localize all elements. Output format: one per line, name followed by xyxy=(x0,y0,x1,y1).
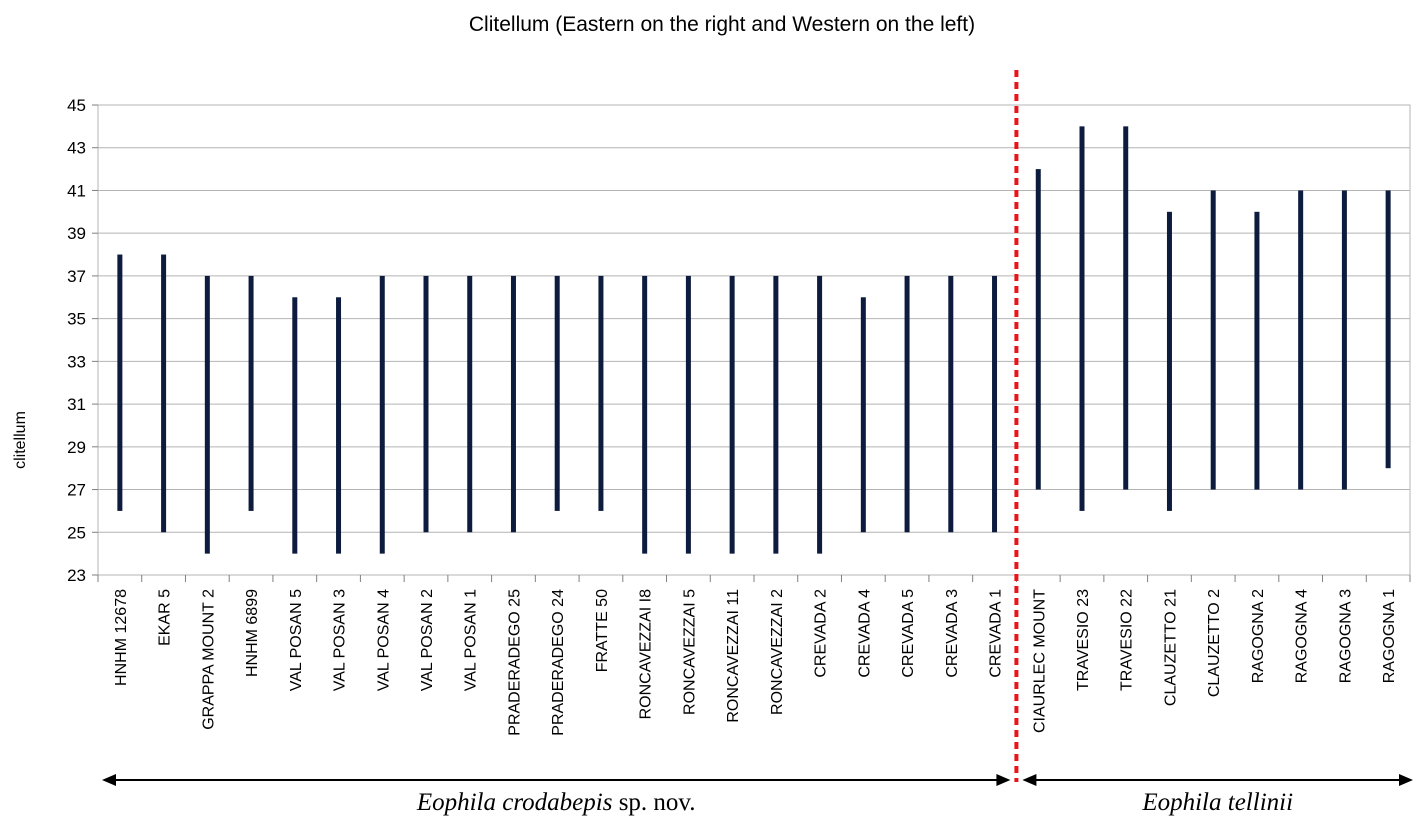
arrow-left-head-icon xyxy=(102,774,116,786)
x-tick-label: CREVADA 3 xyxy=(944,589,961,678)
x-tick-label: TRAVESIO 23 xyxy=(1075,589,1092,691)
range-bar xyxy=(905,276,910,532)
group-crodabepis: Eophila crodabepis sp. nov. xyxy=(102,774,1010,816)
x-tick-labels: HNHM 12678 EKAR 5 GRAPPA MOUNT 2 HNHM 6899 V… xyxy=(113,589,1398,736)
group-crodabepis-label: Eophila crodabepis sp. nov. xyxy=(416,789,696,816)
y-tick-label: 29 xyxy=(67,438,86,457)
plot-area: 23 25 27 29 31 33 35 37 39 41 43 45 HNHM 12678 EKAR … xyxy=(67,70,1410,782)
range-bar xyxy=(511,276,516,532)
range-bar xyxy=(1298,190,1303,489)
x-tick-label: RONCAVEZZAI 5 xyxy=(681,589,698,715)
x-tick-label: HNHM 12678 xyxy=(113,589,130,686)
y-axis-label: clitellum xyxy=(12,411,29,469)
y-tick-label: 35 xyxy=(67,310,86,329)
arrow-right-head-icon xyxy=(1399,774,1413,786)
group-tellinii-label: Eophila tellinii xyxy=(1141,789,1293,816)
x-tick-label: PRADERADEGO 24 xyxy=(550,589,567,736)
range-bar xyxy=(205,276,210,554)
x-tick-label: RONCAVEZZAI 2 xyxy=(769,589,786,715)
range-bar xyxy=(380,276,385,554)
x-tick-label: CLAUZETTO 2 xyxy=(1206,589,1223,697)
range-bar xyxy=(1036,169,1041,489)
x-tick-label: CREVADA 5 xyxy=(900,589,917,678)
arrow-left-head-icon xyxy=(1022,774,1036,786)
range-bar xyxy=(730,276,735,554)
y-tick-label: 43 xyxy=(67,139,86,158)
x-tick-label: RAGOGNA 3 xyxy=(1337,589,1354,683)
x-tick-label: VAL POSAN 5 xyxy=(288,589,305,691)
x-tick-label: GRAPPA MOUNT 2 xyxy=(200,589,217,730)
x-tick-label: CIAURLEC MOUNT xyxy=(1031,589,1048,733)
range-bar xyxy=(1167,212,1172,511)
y-tick-label: 31 xyxy=(67,395,86,414)
y-tick-label: 23 xyxy=(67,566,86,585)
range-bar xyxy=(117,255,122,511)
x-tick-label: VAL POSAN 4 xyxy=(375,589,392,691)
y-tick-label: 45 xyxy=(67,96,86,115)
x-tick-label: RAGOGNA 4 xyxy=(1294,589,1311,683)
x-tick-label: VAL POSAN 1 xyxy=(463,589,480,691)
range-bar xyxy=(861,297,866,532)
y-tick-label: 41 xyxy=(67,181,86,200)
range-bar xyxy=(1080,126,1085,511)
range-bar xyxy=(817,276,822,554)
range-bar xyxy=(336,297,341,553)
x-tick-marks xyxy=(98,575,1410,582)
range-bar xyxy=(161,255,166,533)
range-bar xyxy=(773,276,778,554)
x-tick-label: FRATTE 50 xyxy=(594,589,611,672)
y-tick-labels: 23 25 27 29 31 33 35 37 39 41 43 45 xyxy=(67,96,98,585)
y-tick-label: 33 xyxy=(67,352,86,371)
x-tick-label: CREVADA 2 xyxy=(813,589,830,678)
x-tick-label: RAGOGNA 2 xyxy=(1250,589,1267,683)
range-bar xyxy=(467,276,472,532)
range-bar xyxy=(1123,126,1128,489)
x-tick-label: EKAR 5 xyxy=(157,589,174,646)
range-bar xyxy=(424,276,429,532)
x-tick-label: VAL POSAN 3 xyxy=(332,589,349,691)
range-bar xyxy=(948,276,953,532)
chart-title: Clitellum (Eastern on the right and West… xyxy=(469,13,975,36)
range-bar xyxy=(598,276,603,511)
x-tick-label: CREVADA 1 xyxy=(988,589,1005,678)
y-tick-label: 39 xyxy=(67,224,86,243)
y-tick-label: 37 xyxy=(67,267,86,286)
range-bar xyxy=(555,276,560,511)
range-bar xyxy=(249,276,254,511)
range-bar xyxy=(642,276,647,554)
arrow-right-head-icon xyxy=(996,774,1010,786)
x-tick-label: CLAUZETTO 21 xyxy=(1162,589,1179,706)
x-tick-label: RAGOGNA 1 xyxy=(1381,589,1398,683)
range-bar xyxy=(1342,190,1347,489)
y-tick-label: 27 xyxy=(67,481,86,500)
x-tick-label: VAL POSAN 2 xyxy=(419,589,436,691)
group-tellinii: Eophila tellinii xyxy=(1022,774,1413,816)
range-bar xyxy=(686,276,691,554)
range-bar xyxy=(1254,212,1259,490)
x-tick-label: PRADERADEGO 25 xyxy=(506,589,523,736)
x-tick-label: RONCAVEZZAI 11 xyxy=(725,589,742,723)
x-tick-label: HNHM 6899 xyxy=(244,589,261,677)
x-tick-label: TRAVESIO 22 xyxy=(1119,589,1136,691)
range-bar xyxy=(992,276,997,532)
range-bar xyxy=(1211,190,1216,489)
y-tick-label: 25 xyxy=(67,523,86,542)
range-bar xyxy=(292,297,297,553)
x-tick-label: CREVADA 4 xyxy=(856,589,873,678)
range-bar xyxy=(1386,190,1391,468)
x-tick-label: RONCAVEZZAI I8 xyxy=(638,589,655,719)
group-annotations: Eophila crodabepis sp. nov. Eophila tell… xyxy=(102,774,1413,816)
